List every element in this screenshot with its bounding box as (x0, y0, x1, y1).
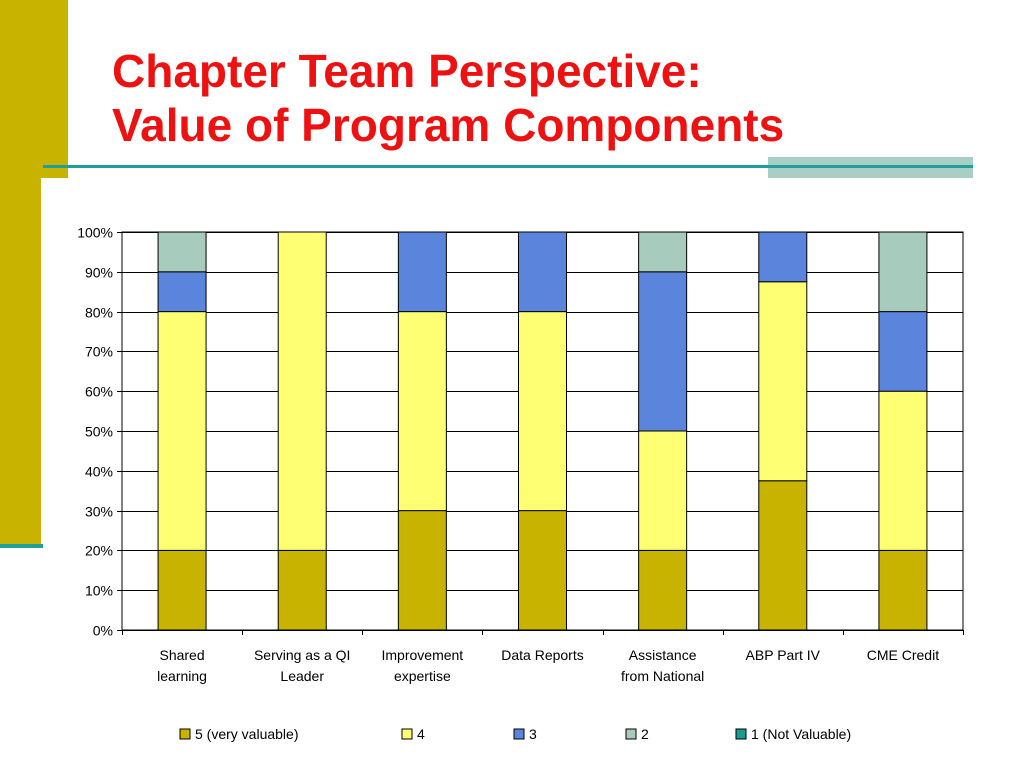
y-tick-label: 90% (85, 265, 113, 281)
legend-swatch (513, 728, 525, 740)
bar-segment (758, 231, 808, 283)
bar-segment (878, 549, 928, 631)
y-tick-label: 20% (85, 543, 113, 559)
y-tick-label: 50% (85, 424, 113, 440)
left-teal-line (0, 544, 43, 548)
legend-label: 4 (417, 726, 425, 742)
y-tick-label: 70% (85, 344, 113, 360)
bar-segment (518, 311, 567, 512)
bar-segment (758, 480, 808, 631)
slide-title-line-2: Value of Program Components (112, 99, 785, 151)
legend-swatch (179, 728, 191, 740)
bar-segment (277, 231, 327, 551)
y-tick-label: 40% (85, 464, 113, 480)
x-category-label: Data Reports (501, 647, 583, 663)
bar-segment (157, 549, 207, 631)
y-tick-label: 10% (85, 583, 113, 599)
y-tick-label: 80% (85, 305, 113, 321)
legend-label: 3 (529, 726, 537, 742)
bar-segment (758, 281, 808, 482)
legend-label: 5 (very valuable) (195, 726, 299, 742)
x-category-label: Leader (280, 668, 324, 684)
slide-title: Chapter Team Perspective: Value of Progr… (112, 44, 784, 152)
bar-segment (397, 231, 447, 313)
y-tick-label: 0% (93, 623, 113, 639)
x-category-label: learning (157, 668, 207, 684)
legend-swatch (625, 728, 637, 740)
bar-segment (518, 510, 567, 631)
legend-swatch (401, 728, 413, 740)
x-category-label: Shared (159, 647, 204, 663)
bar-segment (157, 231, 207, 273)
x-category-label: Assistance (629, 647, 697, 663)
y-tick-label: 60% (85, 384, 113, 400)
bar-segment (878, 231, 928, 313)
bar-segment (397, 311, 447, 512)
x-category-label: ABP Part IV (746, 647, 821, 663)
bar-segment (638, 231, 688, 273)
x-category-label: Improvement (382, 647, 464, 663)
bar-segment (397, 510, 447, 631)
bar-segment (638, 271, 688, 432)
title-accent-stripe (768, 165, 973, 168)
slide-title-line-1: Chapter Team Perspective: (112, 45, 702, 97)
legend-label: 1 (Not Valuable) (751, 726, 851, 742)
bar-segment (878, 390, 928, 551)
legend-label: 2 (641, 726, 649, 742)
bar-segment (518, 231, 567, 313)
bar-segment (157, 271, 207, 313)
left-accent-bar-top (41, 0, 68, 178)
legend-swatch (735, 728, 747, 740)
x-category-label: expertise (394, 668, 451, 684)
title-underline (43, 165, 973, 168)
y-tick-label: 100% (77, 225, 113, 241)
bar-segment (157, 311, 207, 551)
bar-segment (878, 311, 928, 392)
x-category-label: from National (621, 668, 704, 684)
bar-segment (638, 549, 688, 631)
x-category-label: Serving as a QI (254, 647, 351, 663)
bar-segment (638, 430, 688, 551)
left-accent-bar (0, 0, 41, 546)
bar-segment (277, 549, 327, 631)
y-tick-label: 30% (85, 504, 113, 520)
x-category-label: CME Credit (867, 647, 939, 663)
